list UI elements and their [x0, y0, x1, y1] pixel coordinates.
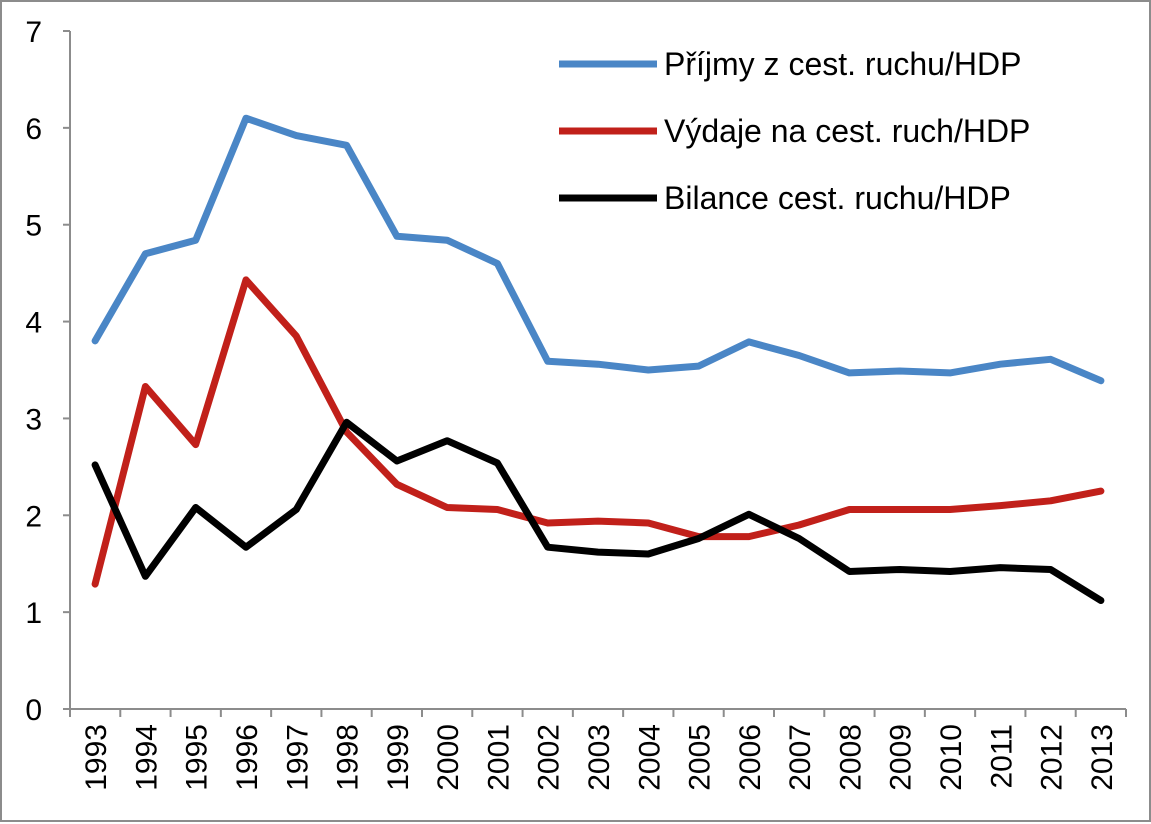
legend-label-3: Bilance cest. ruchu/HDP: [664, 180, 1011, 216]
x-tick-label: 1996: [231, 724, 264, 791]
y-tick-label: 2: [25, 500, 42, 533]
series-line-3: [91, 418, 1105, 604]
series-line-1: [91, 114, 1105, 385]
x-tick-label: 1998: [332, 724, 365, 791]
x-tick-label: 1997: [281, 724, 314, 791]
x-tick-label: 2012: [1036, 724, 1069, 791]
axes: [63, 30, 1127, 717]
x-tick-label: 1993: [80, 724, 113, 791]
tick-labels: 0 1 2 3 4 5 6 7 1993 1994 1995 1996 1997 1998 1999 2000…: [25, 16, 1119, 791]
series-lines: [91, 114, 1105, 604]
x-tick-label: 2009: [885, 724, 918, 791]
legend-label-1: Příjmy z cest. ruchu/HDP: [664, 46, 1021, 82]
y-tick-label: 0: [25, 694, 42, 727]
x-tick-label: 2011: [985, 724, 1018, 789]
x-tick-label: 1994: [130, 724, 163, 791]
x-tick-label: 1995: [181, 724, 214, 791]
y-tick-label: 7: [25, 16, 42, 49]
x-tick-label: 1999: [382, 724, 415, 791]
y-tick-label: 1: [25, 597, 42, 630]
x-tick-label: 2013: [1086, 724, 1119, 791]
x-tick-label: 2000: [432, 724, 465, 791]
x-tick-label: 2001: [482, 724, 515, 791]
x-tick-label: 2007: [784, 724, 817, 791]
x-tick-label: 2003: [583, 724, 616, 791]
legend-label-2: Výdaje na cest. ruch/HDP: [664, 113, 1030, 149]
y-tick-label: 5: [25, 210, 42, 243]
x-tick-label: 2005: [684, 724, 717, 791]
x-tick-label: 2008: [834, 724, 867, 791]
x-tick-label: 2010: [935, 724, 968, 791]
x-tick-label: 2004: [633, 724, 666, 791]
legend: Příjmy z cest. ruchu/HDP Výdaje na cest. …: [559, 46, 1030, 216]
y-tick-label: 4: [25, 307, 42, 340]
y-tick-label: 6: [25, 113, 42, 146]
y-tick-label: 3: [25, 403, 42, 436]
x-tick-label: 2002: [533, 724, 566, 791]
series-line-2: [91, 276, 1105, 588]
x-tick-label: 2006: [734, 724, 767, 791]
